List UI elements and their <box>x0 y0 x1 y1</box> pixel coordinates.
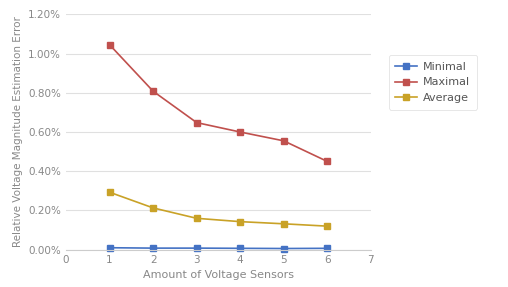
Minimal <box>107 246 113 249</box>
Average <box>281 222 287 226</box>
Maximal <box>281 139 287 143</box>
X-axis label: Amount of Voltage Sensors: Amount of Voltage Sensors <box>143 270 294 280</box>
Maximal <box>237 130 243 134</box>
Maximal <box>150 90 156 93</box>
Minimal <box>237 247 243 250</box>
Maximal <box>194 121 200 124</box>
Y-axis label: Relative Voltage Magnitude Estimation Error: Relative Voltage Magnitude Estimation Er… <box>13 17 23 247</box>
Minimal <box>150 247 156 250</box>
Line: Maximal: Maximal <box>107 42 330 164</box>
Minimal <box>324 247 330 250</box>
Minimal <box>281 247 287 250</box>
Average <box>150 206 156 210</box>
Maximal <box>107 43 113 46</box>
Minimal <box>194 247 200 250</box>
Maximal <box>324 160 330 163</box>
Line: Minimal: Minimal <box>107 245 330 251</box>
Average <box>107 191 113 194</box>
Legend: Minimal, Maximal, Average: Minimal, Maximal, Average <box>389 55 477 110</box>
Average <box>324 224 330 228</box>
Average <box>194 217 200 220</box>
Line: Average: Average <box>107 189 330 229</box>
Average <box>237 220 243 223</box>
